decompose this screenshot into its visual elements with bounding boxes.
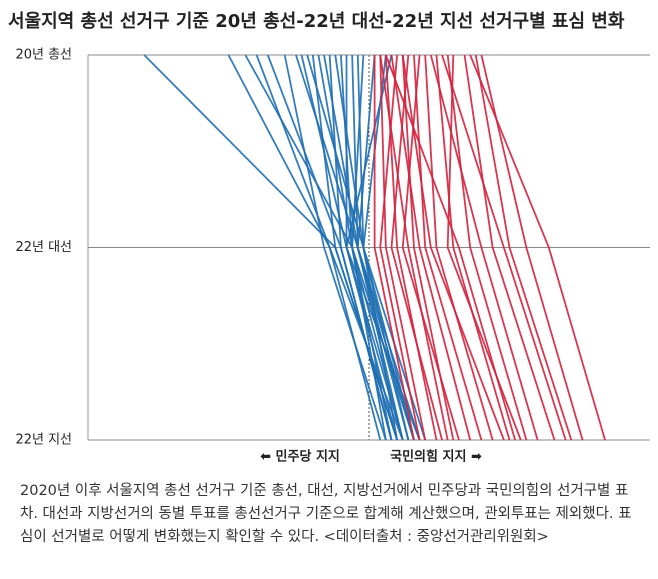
level-label: 22년 지선 — [15, 433, 72, 448]
district-line — [385, 54, 516, 441]
district-line — [474, 54, 573, 441]
level-label: 22년 대선 — [15, 240, 72, 255]
district-line — [345, 54, 398, 441]
district-line — [435, 54, 511, 441]
district-line — [379, 54, 421, 441]
chart: 서울지역 총선 선거구 기준 20년 총선-22년 대선-22년 지선 선거구별… — [8, 11, 650, 465]
district-line — [441, 54, 567, 441]
district-line — [351, 54, 393, 441]
district-line — [356, 54, 404, 441]
right-direction-label: 국민의힘 지지 ➡ — [390, 449, 482, 465]
district-line — [469, 54, 606, 441]
district-line — [401, 54, 505, 441]
left-direction-label: ⬅ 민주당 지지 — [260, 449, 340, 465]
district-line — [429, 54, 539, 441]
district-line — [424, 54, 494, 441]
district-line — [463, 54, 556, 441]
district-line — [373, 55, 415, 441]
caption: 2020년 이후 서울지역 총선 선거구 기준 총선, 대선, 지방선거에서 민… — [20, 483, 632, 545]
district-line — [362, 54, 415, 441]
district-line — [446, 54, 528, 441]
district-line — [413, 54, 483, 441]
district-line — [283, 54, 387, 441]
district-line — [390, 54, 443, 441]
chart-title: 서울지역 총선 선거구 기준 20년 총선-22년 대선-22년 지선 선거구별… — [8, 11, 625, 32]
district-line — [390, 54, 472, 441]
district-line — [379, 54, 449, 441]
level-label: 20년 총선 — [15, 48, 72, 63]
district-line — [401, 54, 460, 441]
district-line — [379, 54, 427, 441]
district-line — [311, 54, 398, 441]
